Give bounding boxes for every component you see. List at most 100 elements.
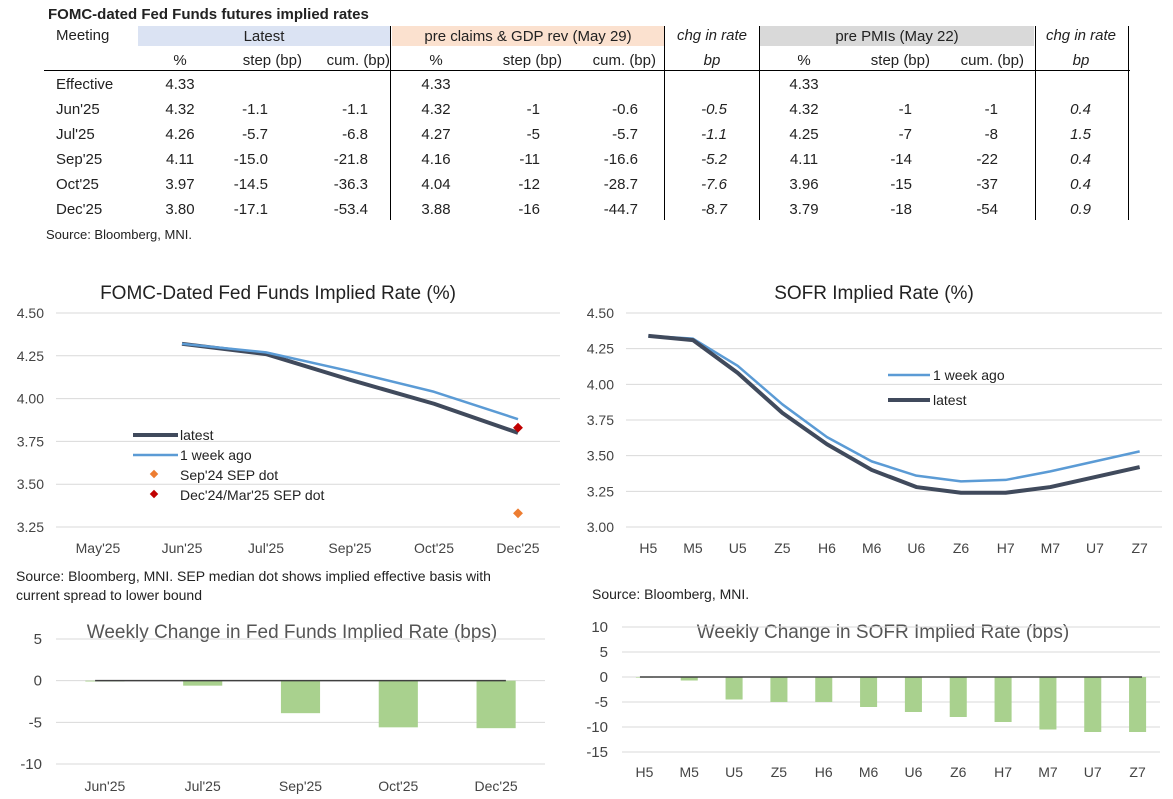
table-cell-chg1: -8.7 xyxy=(701,201,727,218)
table-cell-l-cum: -1.1 xyxy=(342,101,368,118)
table-cell-chg2: 0.9 xyxy=(1070,201,1091,218)
ff-change-bar xyxy=(378,680,418,728)
sofr-weekly-change-chart: Weekly Change in SOFR Implied Rate (bps)… xyxy=(586,619,1160,780)
table-cell-l-cum: -36.3 xyxy=(333,176,368,193)
sofr-change-xtick-label: U5 xyxy=(725,764,743,780)
legend-dec24-label: Dec'24/Mar'25 SEP dot xyxy=(180,487,324,503)
sofr-xtick-label: U7 xyxy=(1086,540,1104,556)
sofr-xtick-label: U6 xyxy=(907,540,925,556)
sofr-change-ytick-label: -5 xyxy=(595,694,608,711)
table-cell-p-pct: 4.25 xyxy=(789,126,819,143)
subheader-pct-claims: % xyxy=(429,52,443,69)
table-cell-p-cum: -22 xyxy=(976,151,998,168)
table-cell-chg2: 0.4 xyxy=(1070,151,1091,168)
subheader-pct-pmis: % xyxy=(797,52,811,69)
ff-change-ytick-label: 0 xyxy=(34,673,42,690)
table-cell-l-pct: 3.80 xyxy=(165,201,195,218)
table-cell-p-cum: -1 xyxy=(984,101,998,118)
sofr-xtick-label: M6 xyxy=(862,540,882,556)
legend-sep24-label: Sep'24 SEP dot xyxy=(180,467,278,483)
table-title: FOMC-dated Fed Funds futures implied rat… xyxy=(48,6,369,23)
table-cell-chg2: 0.4 xyxy=(1070,176,1091,193)
subheader-cum-latest: cum. (bp) xyxy=(326,52,390,69)
sofr-change-xtick-label: M5 xyxy=(680,764,700,780)
table-cell-p-step: -18 xyxy=(890,201,912,218)
table-cell-l-pct: 4.26 xyxy=(165,126,195,143)
fomc-xtick-label: Jun'25 xyxy=(162,540,203,556)
sofr-ytick-label: 4.50 xyxy=(587,305,614,321)
ff-change-bar xyxy=(280,680,321,714)
pre-claims-header: pre claims & GDP rev (May 29) xyxy=(424,28,632,45)
sofr-legend-week-ago-label: 1 week ago xyxy=(933,367,1005,383)
table-cell-meeting: Oct'25 xyxy=(56,176,99,193)
sofr-change-bar xyxy=(994,677,1012,722)
ff-change-xtick-label: Jun'25 xyxy=(84,778,125,794)
table-divider-2 xyxy=(664,26,665,220)
legend-latest-label: latest xyxy=(180,427,214,443)
sofr-series-latest xyxy=(648,333,1141,495)
table-cell-c-cum: -0.6 xyxy=(612,101,638,118)
table-cell-chg1: -0.5 xyxy=(701,101,727,118)
table-cell-c-step: -16 xyxy=(518,201,540,218)
sofr-xtick-label: Z5 xyxy=(774,540,791,556)
sofr-xtick-label: M5 xyxy=(683,540,703,556)
fomc-ytick-label: 4.50 xyxy=(17,305,44,321)
table-cell-c-step: -11 xyxy=(519,151,540,168)
subheader-cum-claims: cum. (bp) xyxy=(592,52,656,69)
table-cell-c-cum: -28.7 xyxy=(603,176,638,193)
subheader-bp-2: bp xyxy=(1072,52,1090,69)
sofr-chart-source: Source: Bloomberg, MNI. xyxy=(592,586,750,602)
sofr-change-bar xyxy=(1039,677,1057,730)
table-cell-l-cum: -53.4 xyxy=(333,201,368,218)
table-cell-c-pct: 4.32 xyxy=(421,101,451,118)
sofr-xtick-label: H7 xyxy=(997,540,1015,556)
ff-change-ytick-label: 5 xyxy=(34,631,42,648)
fomc-ytick-label: 3.75 xyxy=(17,433,44,449)
table-cell-l-pct: 4.11 xyxy=(165,151,195,168)
sofr-change-ytick-label: 10 xyxy=(591,619,608,636)
sofr-change-xtick-label: U6 xyxy=(904,764,922,780)
sofr-change-xtick-label: H5 xyxy=(635,764,653,780)
table-divider-5 xyxy=(1128,26,1129,220)
table-cell-chg1: -5.2 xyxy=(701,151,727,168)
table-cell-meeting: Jun'25 xyxy=(56,101,100,118)
sofr-xtick-label: U5 xyxy=(729,540,747,556)
fomc-rate-chart: FOMC-Dated Fed Funds Implied Rate (%) 4.… xyxy=(17,283,560,556)
fomc-xtick-label: Dec'25 xyxy=(496,540,539,556)
ff-change-xtick-label: Dec'25 xyxy=(475,778,518,794)
chg2-header: chg in rate xyxy=(1045,27,1117,44)
table-divider-1 xyxy=(390,26,391,220)
sofr-xtick-label: Z6 xyxy=(953,540,970,556)
table-cell-p-pct: 3.79 xyxy=(789,201,819,218)
table-cell-l-pct: 4.32 xyxy=(165,101,195,118)
table-cell-l-step: -15.0 xyxy=(233,151,268,168)
subheader-step-latest: step (bp) xyxy=(242,52,302,69)
ff-change-xtick-label: Sep'25 xyxy=(279,778,322,794)
fomc-series-latest xyxy=(181,341,519,435)
table-cell-c-cum: -44.7 xyxy=(603,201,638,218)
ff-change-xtick-label: Jul'25 xyxy=(185,778,221,794)
table-cell-c-cum: -16.6 xyxy=(603,151,638,168)
fomc-ytick-label: 3.25 xyxy=(17,519,44,535)
fomc-xtick-label: May'25 xyxy=(76,540,121,556)
table-cell-c-step: -1 xyxy=(526,101,540,118)
pre-pmis-band xyxy=(760,26,1034,46)
fomc-xtick-label: Oct'25 xyxy=(414,540,454,556)
ff-change-ytick-label: -10 xyxy=(20,756,42,773)
fomc-xtick-label: Jul'25 xyxy=(248,540,284,556)
sofr-ytick-label: 3.75 xyxy=(587,412,614,428)
table-cell-meeting: Effective xyxy=(56,76,114,93)
table-cell-l-step: -5.7 xyxy=(242,126,268,143)
table-cell-l-cum: -6.8 xyxy=(342,126,368,143)
sofr-bar-chart-title: Weekly Change in SOFR Implied Rate (bps) xyxy=(697,622,1069,643)
table-cell-l-pct: 3.97 xyxy=(165,176,195,193)
sofr-ytick-label: 3.50 xyxy=(587,448,614,464)
sofr-change-xtick-label: M7 xyxy=(1038,764,1058,780)
sofr-ytick-label: 4.00 xyxy=(587,376,614,392)
sofr-change-xtick-label: U7 xyxy=(1084,764,1102,780)
ff-change-bar xyxy=(183,680,223,686)
ff-change-bar xyxy=(476,680,516,729)
fomc-xtick-label: Sep'25 xyxy=(328,540,371,556)
table-cell-p-step: -7 xyxy=(898,126,912,143)
table-cell-chg1: -1.1 xyxy=(701,126,727,143)
